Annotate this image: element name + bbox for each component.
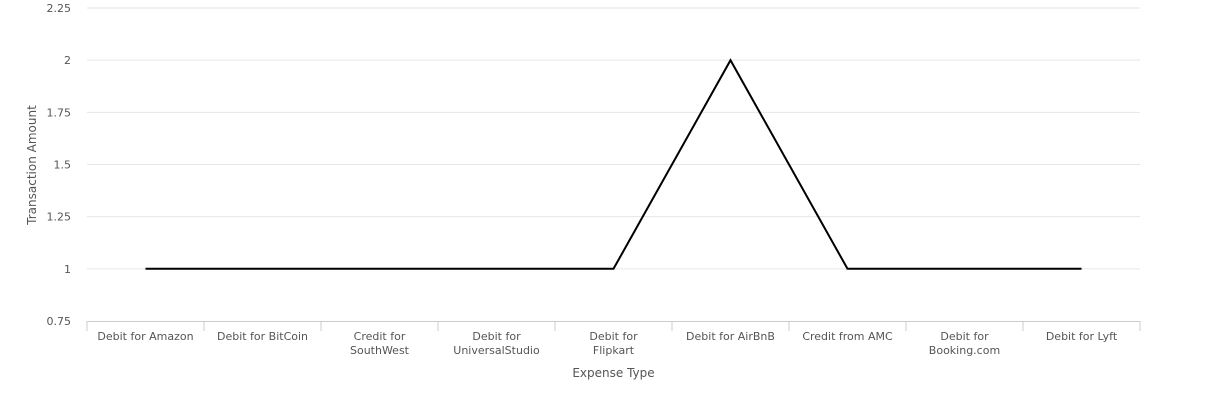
y-tick-label: 1 [64,263,71,276]
grid-lines [87,7,1140,270]
x-tick-label: Debit for UniversalStudio [453,330,540,357]
y-tick-label: 2.25 [47,2,72,15]
x-tick-label: Debit for Booking.com [929,330,1000,357]
y-tick-label: 1.25 [47,211,72,224]
series-layer [145,58,1082,270]
x-tick-label: Debit for Lyft [1046,330,1118,343]
x-tick-label: Credit for SouthWest [350,330,410,357]
y-tick-label: 1.5 [54,159,72,172]
x-tick-label: Debit for Flipkart [589,330,638,357]
x-tick-label: Debit for Amazon [97,330,193,343]
y-tick-label: 0.75 [47,315,72,328]
x-tick-label: Debit for BitCoin [217,330,308,343]
x-axis-title: Expense Type [572,366,654,380]
x-tick-label: Credit from AMC [802,330,893,343]
y-tick-label: 1.75 [47,106,72,119]
y-axis-title: Transaction Amount [25,105,39,226]
x-tick-label: Debit for AirBnB [686,330,775,343]
series-line [145,58,1082,270]
y-axis-ticks: 0.75 1 1.25 1.5 1.75 2 2.25 [47,2,72,328]
y-tick-label: 2 [64,54,71,67]
x-axis-ticks: Debit for Amazon Debit for BitCoin Credit … [86,321,1141,357]
